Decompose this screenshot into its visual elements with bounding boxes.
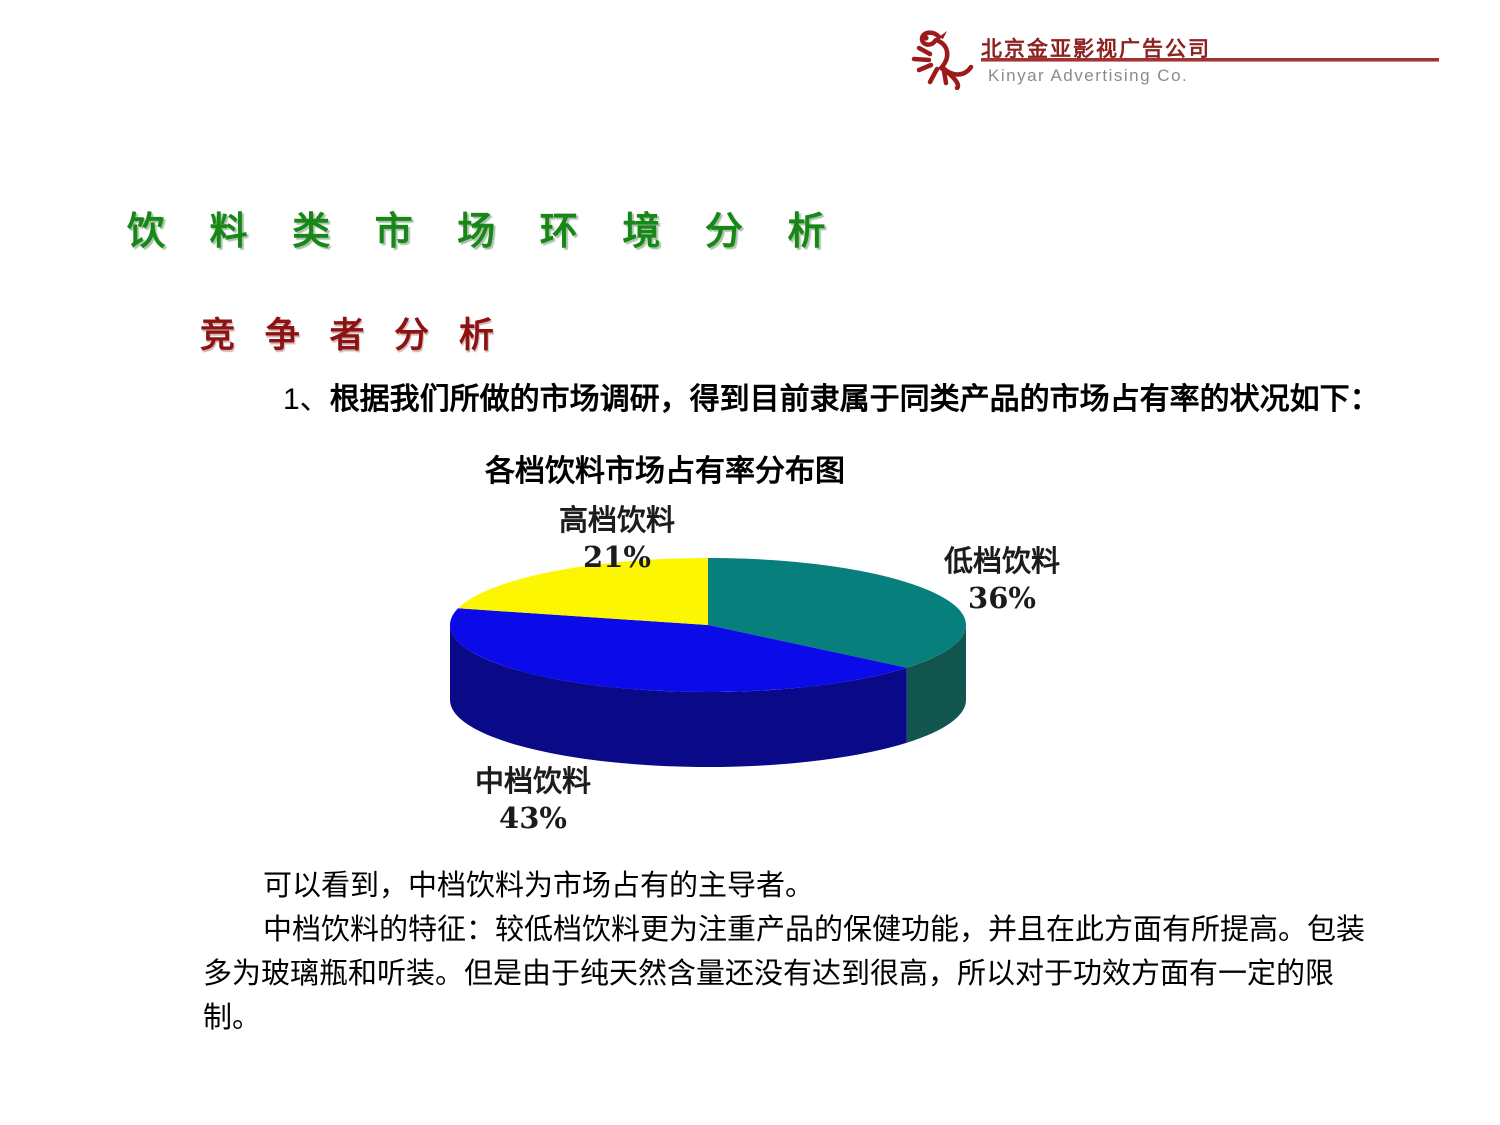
intro-text: 根据我们所做的市场调研，得到目前隶属于同类产品的市场占有率的状况如下：: [329, 383, 1380, 416]
pie-label-mid-pct: 43%: [499, 801, 567, 835]
intro-line: 1、根据我们所做的市场调研，得到目前隶属于同类产品的市场占有率的状况如下：: [283, 374, 1380, 418]
note-paragraph-1: 可以看到，中档饮料为市场占有的主导者。: [263, 870, 815, 902]
pie-label-low-pct: 36%: [968, 581, 1036, 615]
pie-chart: [449, 558, 966, 767]
note-paragraph-2: 中档饮料的特征：较低档饮料更为注重产品的保健功能，并且在此方面有所提高。包装多为…: [203, 914, 1366, 1034]
pie-label-mid: 中档饮料 43%: [448, 763, 618, 837]
brand-divider: [981, 58, 1439, 62]
page-title: 饮 料 类 市 场 环 境 分 析: [127, 211, 843, 253]
pie-label-high-pct: 21%: [583, 540, 651, 574]
pie-label-high-name: 高档饮料: [558, 503, 675, 537]
phoenix-logo-icon: [911, 30, 974, 90]
pie-label-mid-name: 中档饮料: [474, 764, 591, 798]
pie-label-high: 高档饮料 21%: [532, 502, 702, 576]
pie-label-low-name: 低档饮料: [943, 544, 1060, 578]
section-title: 竞 争 者 分 析: [200, 316, 504, 355]
intro-number: 1、: [283, 383, 330, 416]
brand-name-cn: 北京金亚影视广告公司: [981, 38, 1211, 61]
notes-block: 可以看到，中档饮料为市场占有的主导者。 中档饮料的特征：较低档饮料更为注重产品的…: [203, 864, 1369, 1040]
pie-label-low: 低档饮料 36%: [917, 543, 1087, 617]
chart-title: 各档饮料市场占有率分布图: [485, 455, 845, 488]
brand-name-en: Kinyar Advertising Co.: [988, 66, 1189, 85]
